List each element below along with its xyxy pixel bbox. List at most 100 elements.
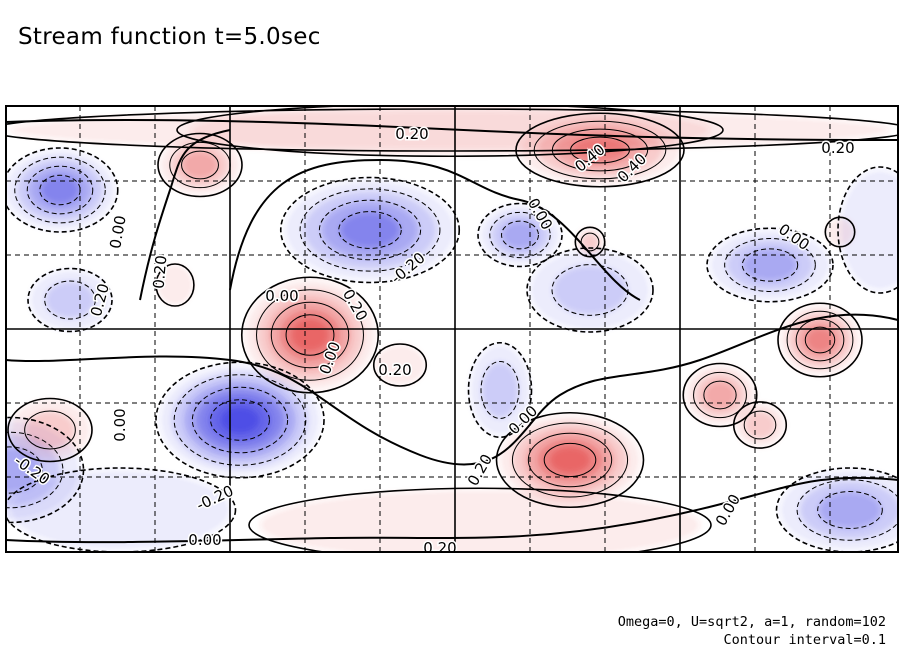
positive-region (182, 151, 218, 179)
contour-line (6, 108, 898, 152)
contour-line (796, 479, 898, 541)
positive-region (291, 319, 329, 351)
contour-line (511, 422, 629, 498)
contour-label-group: 0.00 (110, 407, 131, 443)
negative-region (340, 212, 400, 248)
contour-line (191, 386, 289, 454)
contour-line (693, 371, 747, 419)
contour-line (732, 401, 788, 449)
contour-line (495, 411, 645, 509)
contour-line (24, 410, 76, 450)
contour-line (480, 361, 520, 419)
negative-region (818, 492, 882, 528)
contour-label-group: 0.20 (462, 450, 497, 491)
positive-region (826, 218, 854, 246)
positive-region (157, 265, 193, 305)
contour-label-group: 0.20 (377, 360, 413, 381)
contour-label: 0.20 (423, 539, 456, 557)
contour-line (706, 227, 834, 303)
positive-region (744, 411, 776, 439)
contour-line (256, 289, 364, 381)
contour-label: 0.20 (821, 139, 854, 157)
zero-contour (229, 158, 641, 301)
contour-line (176, 106, 724, 158)
contour-label: 0.00 (712, 491, 744, 529)
negative-region (502, 221, 538, 249)
contour-line (338, 211, 402, 249)
negative-region (553, 265, 627, 315)
contour-line (527, 432, 613, 488)
contour-line (682, 362, 758, 428)
contour-line (515, 112, 685, 188)
contour-label: 0.20 (378, 361, 411, 379)
contour-line (44, 280, 96, 320)
contour-line (743, 410, 777, 440)
contour-line (26, 165, 94, 215)
negative-region (45, 281, 95, 319)
contour-line (240, 276, 380, 394)
contour-line (526, 247, 654, 333)
contour-line (703, 380, 737, 410)
contour-line (543, 442, 597, 478)
contour-line (837, 166, 898, 294)
zero-contour (6, 476, 898, 544)
contour-line (6, 446, 43, 494)
contour-label-group: 0.20 (820, 138, 856, 159)
contour-line (155, 263, 195, 307)
contour-label: 0.20 (464, 451, 496, 489)
contour-label-group: 0.20 (422, 538, 458, 559)
footnote-contour-interval: Contour interval=0.1 (723, 632, 886, 648)
positive-region (25, 411, 75, 449)
negative-region (840, 170, 898, 290)
contour-line (318, 199, 422, 261)
contour-line (210, 399, 270, 441)
zero-contour (6, 313, 898, 466)
positive-region (806, 327, 834, 353)
contour-line (6, 467, 237, 552)
contour-label-group: 0.00 (187, 530, 223, 551)
footnote-parameters: Omega=0, U=sqrt2, a=1, random=102 (617, 614, 886, 630)
contour-line (501, 220, 539, 250)
positive-region (581, 233, 599, 251)
zero-contour (6, 119, 898, 141)
negative-region (743, 249, 797, 281)
contour-line (6, 147, 119, 233)
contour-label-group: 0.00 (105, 212, 132, 251)
contour-label-group: 0.00 (710, 490, 745, 531)
contour-line (489, 211, 551, 259)
contour-label: 0.00 (106, 214, 130, 250)
contour-label-group: 0.20 (394, 124, 430, 145)
contour-line (804, 326, 836, 354)
contour-label: 0.00 (188, 531, 221, 549)
contour-line (248, 487, 712, 552)
grid-lines (6, 106, 898, 552)
contour-line (14, 156, 106, 224)
contour-label: 0.00 (265, 287, 298, 305)
contour-line (817, 491, 883, 529)
contour-line (467, 341, 533, 439)
contour-line (372, 343, 428, 387)
contour-label-group: 0.00 (264, 286, 300, 307)
contour-line (279, 176, 461, 284)
contour-line (299, 188, 441, 272)
contour-line (6, 431, 64, 509)
contour-line (173, 374, 307, 466)
contour-line (786, 310, 854, 370)
negative-region (220, 406, 260, 434)
contour-line (7, 397, 93, 463)
contour-line (741, 248, 799, 282)
contour-line (157, 132, 243, 198)
contour-line (27, 267, 113, 333)
positive-region (550, 447, 590, 473)
contour-line (775, 467, 898, 552)
contour-line (181, 150, 219, 180)
zero-contour (139, 129, 231, 301)
contour-line (551, 264, 629, 316)
contour-line (824, 216, 856, 248)
negative-region (481, 362, 519, 418)
contour-line (724, 238, 816, 292)
contour-lines (6, 106, 898, 552)
contour-line (477, 202, 563, 268)
positive-region (375, 345, 425, 385)
